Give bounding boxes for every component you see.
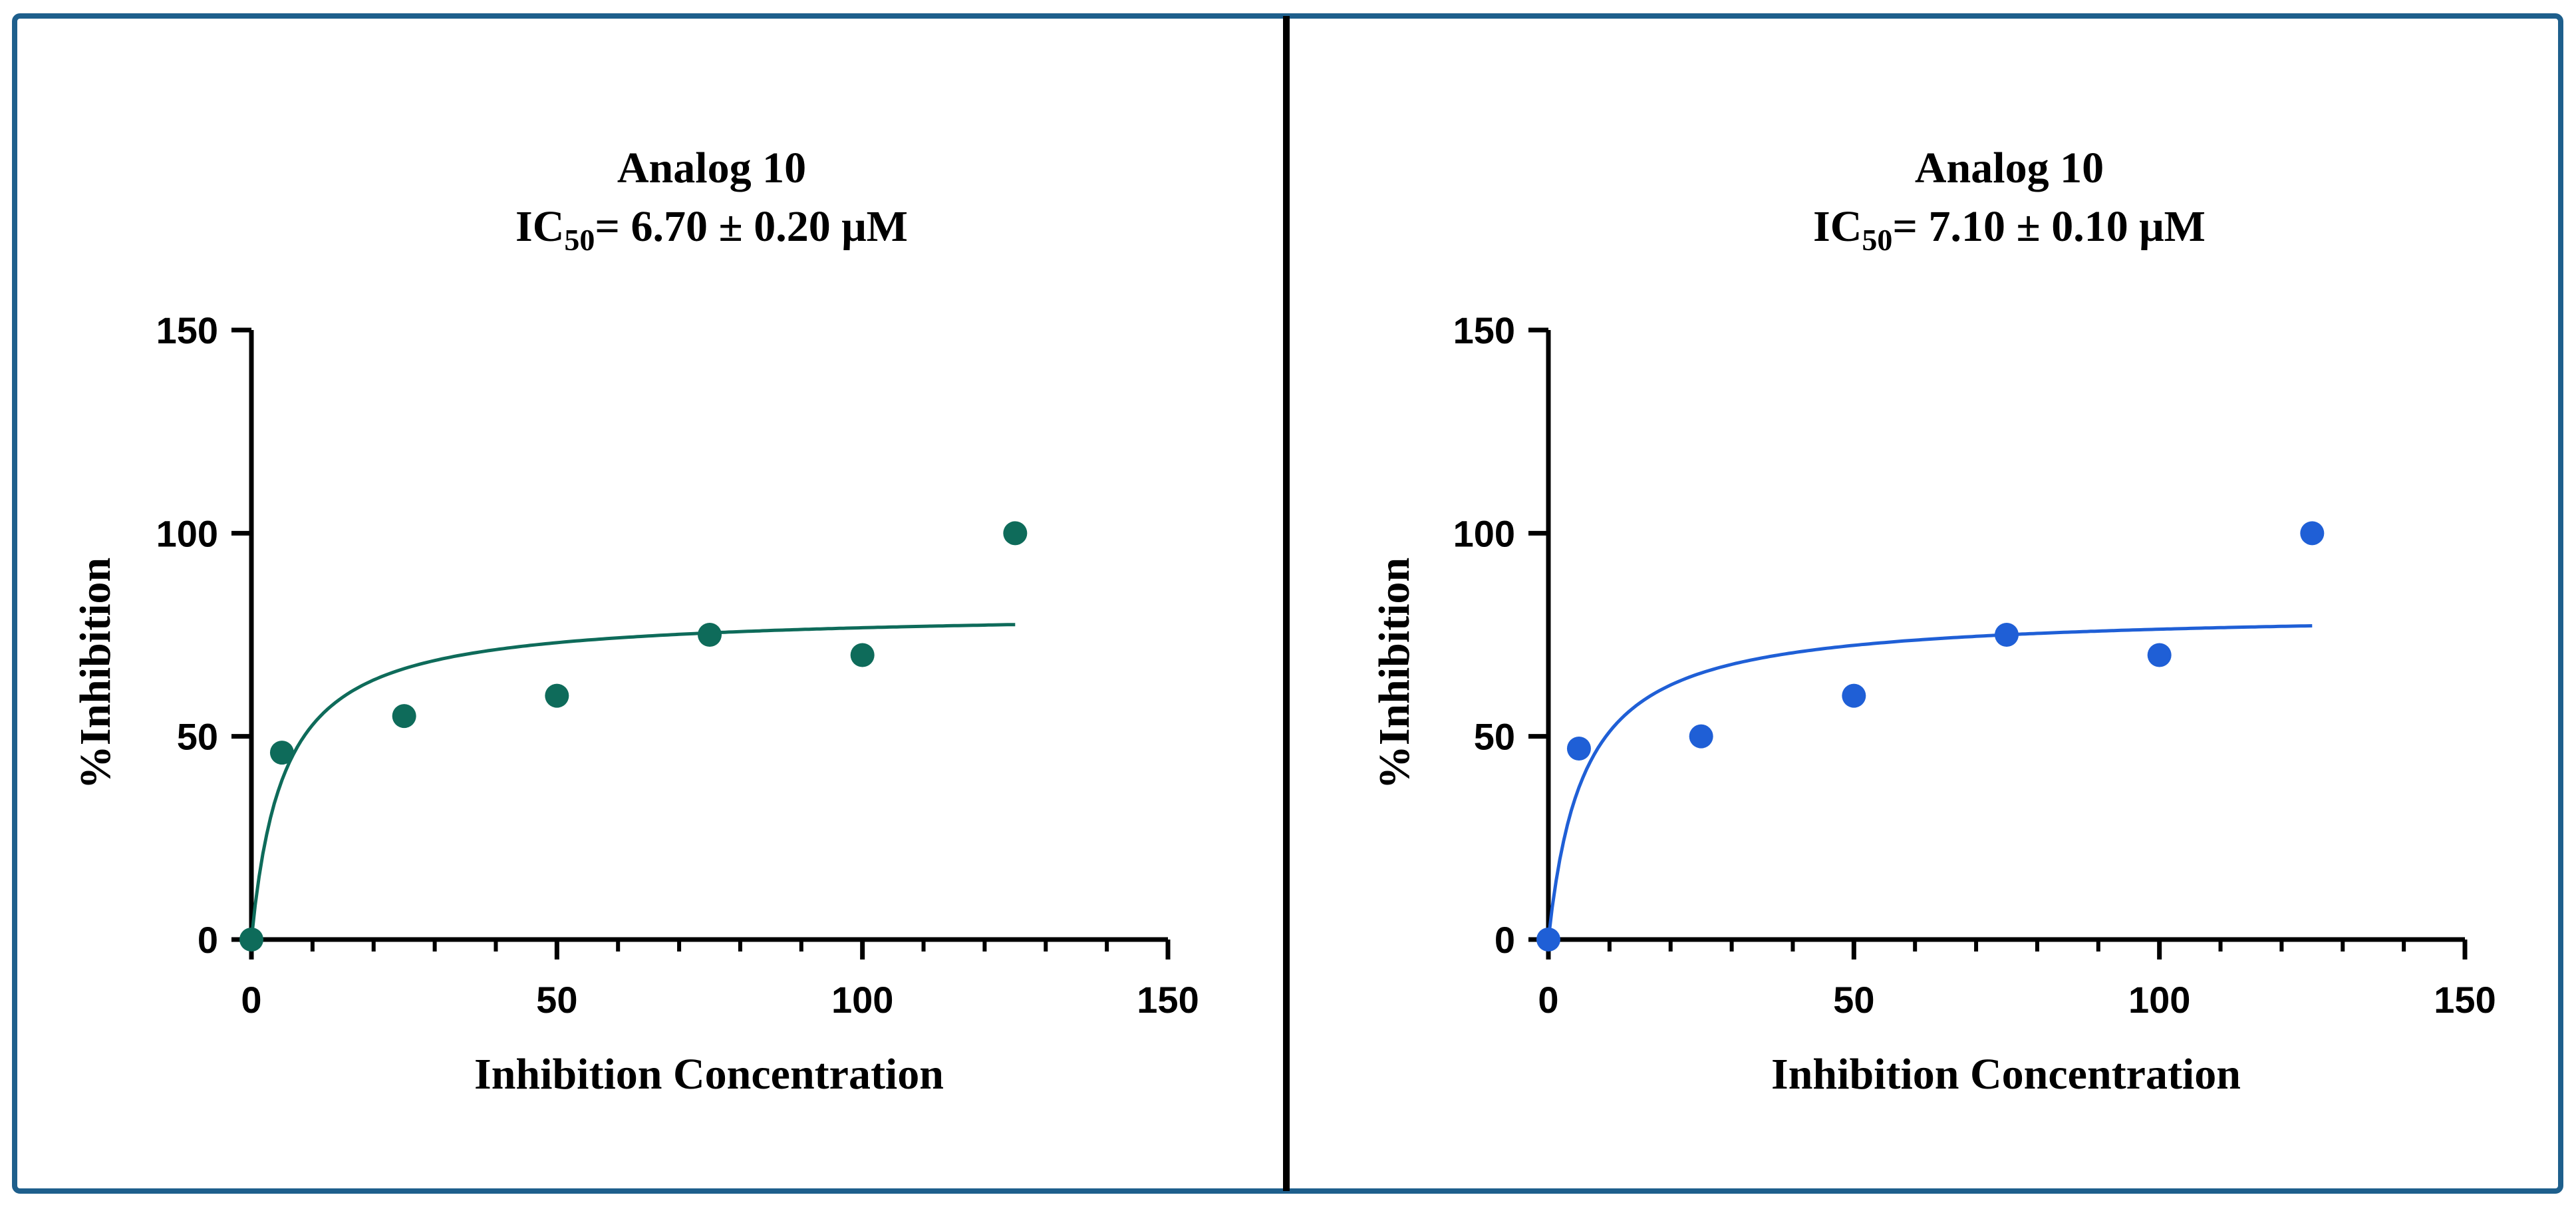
y-axis-label: %Inhibition [1370, 558, 1419, 790]
data-point [1566, 736, 1591, 761]
subtitle-suffix: = 6.70 ± 0.20 μM [595, 202, 908, 251]
data-point [545, 683, 569, 708]
y-tick-label: 150 [1453, 309, 1515, 351]
x-tick-label: 50 [1833, 979, 1874, 1021]
fit-curve [1546, 624, 2313, 940]
y-tick-label: 0 [198, 919, 218, 961]
x-axis-label: Inhibition Concentration [1771, 1050, 2241, 1099]
y-tick-label: 100 [156, 512, 218, 554]
subtitle-subscript: 50 [564, 223, 595, 257]
y-tick-label: 50 [177, 716, 218, 758]
data-point [698, 623, 722, 647]
chart-title: Analog 10 [1915, 144, 2104, 192]
data-point [2147, 643, 2172, 667]
subtitle-suffix: = 7.10 ± 0.10 μM [1892, 202, 2206, 251]
data-point [269, 741, 294, 765]
x-tick-label: 150 [2434, 979, 2496, 1021]
data-point [1842, 683, 1866, 708]
y-tick-label: 50 [1474, 716, 1515, 758]
y-tick-label: 0 [1495, 919, 1515, 961]
x-tick-label: 0 [241, 979, 261, 1021]
x-tick-label: 50 [536, 979, 577, 1021]
subtitle-prefix: IC [515, 202, 564, 251]
data-point [392, 704, 416, 729]
data-point [1536, 928, 1560, 952]
data-point [2300, 521, 2325, 546]
chart-panel-left: Analog 10 IC50= 6.70 ± 0.20 μM %Inhibiti… [71, 144, 1199, 1099]
x-tick-label: 0 [1538, 979, 1558, 1021]
x-tick-label: 150 [1137, 979, 1199, 1021]
data-point [1995, 623, 2019, 647]
fit-curve [249, 623, 1016, 940]
data-point [1689, 724, 1713, 749]
x-axis-label: Inhibition Concentration [474, 1050, 944, 1099]
data-point [850, 643, 875, 667]
chart-subtitle: IC50= 6.70 ± 0.20 μM [515, 202, 908, 257]
x-tick-label: 100 [831, 979, 893, 1021]
data-point [1003, 521, 1028, 546]
chart-panel-right: Analog 10 IC50= 7.10 ± 0.10 μM %Inhibiti… [1370, 144, 2496, 1099]
chart-title: Analog 10 [617, 144, 806, 192]
subtitle-prefix: IC [1813, 202, 1862, 251]
data-point [239, 928, 263, 952]
subtitle-subscript: 50 [1862, 223, 1892, 257]
x-tick-label: 100 [2128, 979, 2190, 1021]
y-tick-label: 150 [156, 309, 218, 351]
y-axis-label: %Inhibition [71, 558, 120, 790]
y-tick-label: 100 [1453, 512, 1515, 554]
chart-subtitle: IC50= 7.10 ± 0.10 μM [1813, 202, 2206, 257]
